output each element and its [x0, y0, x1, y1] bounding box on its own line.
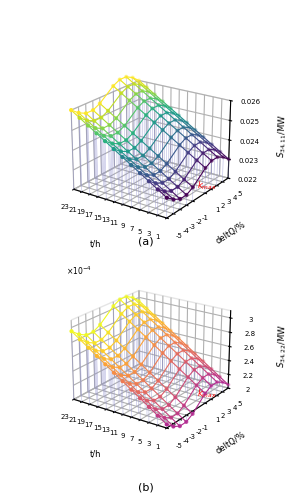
- Text: $\times 10^{-4}$: $\times 10^{-4}$: [66, 265, 91, 277]
- Text: (a): (a): [138, 237, 154, 247]
- Y-axis label: deltQ/%: deltQ/%: [214, 220, 248, 246]
- X-axis label: t/h: t/h: [90, 240, 101, 248]
- X-axis label: t/h: t/h: [90, 450, 101, 458]
- Y-axis label: deltQ/%: deltQ/%: [214, 430, 248, 456]
- Text: (b): (b): [138, 482, 154, 492]
